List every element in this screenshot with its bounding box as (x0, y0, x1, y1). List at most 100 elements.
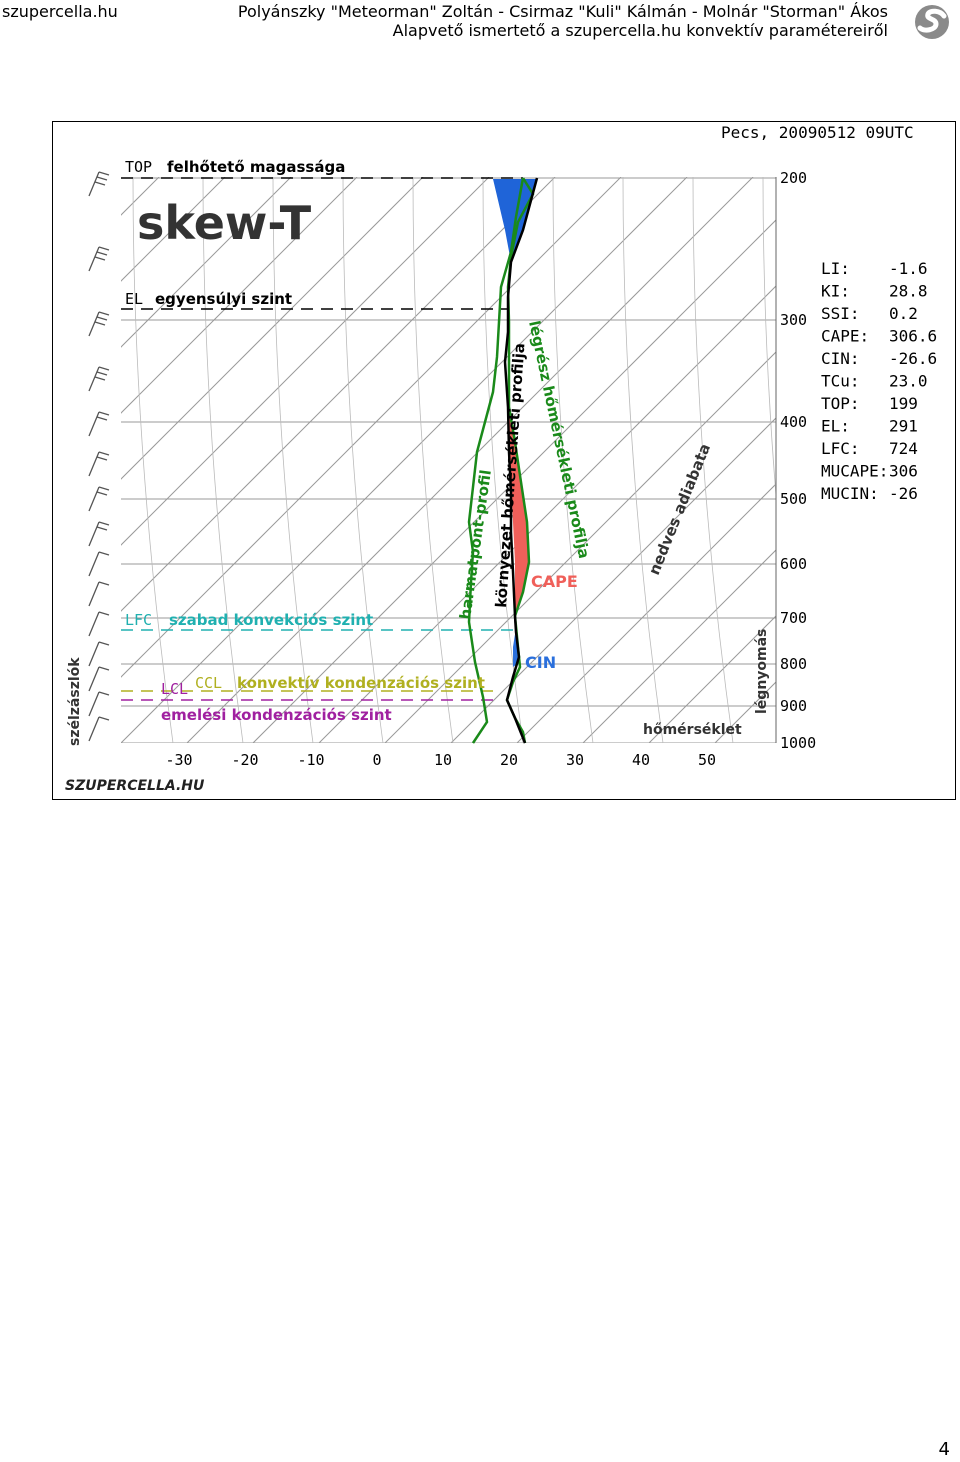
pressure-tick-label: 200 (780, 169, 807, 187)
pressure-tick-label: 400 (780, 413, 807, 431)
adiabat-line (272, 177, 314, 743)
temperature-tick-label: 10 (434, 751, 452, 769)
index-value: 28.8 (889, 282, 928, 301)
wind-barb (88, 486, 110, 512)
lcl-label: emelési kondenzációs szint (161, 706, 392, 724)
wind-barb (88, 411, 110, 437)
temperature-axis-label: hőmérséklet (643, 722, 742, 738)
isotherm-line (121, 177, 490, 546)
index-name: SSI: (821, 304, 860, 323)
index-value: 306.6 (889, 327, 937, 346)
pressure-tick-label: 600 (780, 555, 807, 573)
pressure-tick-label: 300 (780, 311, 807, 329)
wind-barb (88, 641, 110, 667)
adiabat-line (692, 177, 734, 743)
temperature-tick-labels: -30 -20 -10 0 10 20 30 40 50 (165, 751, 716, 769)
adiabat-line (482, 177, 524, 743)
temperature-tick-label: 50 (698, 751, 716, 769)
isotherm-line (121, 177, 688, 743)
cape-label: CAPE (531, 572, 578, 591)
temperature-tick-label: -20 (231, 751, 258, 769)
isotherm-line (318, 285, 776, 743)
wind-barb (88, 246, 110, 272)
isotherm-line (121, 177, 556, 612)
skewt-figure: TOP felhőtető magassága skew-T EL egyens… (52, 121, 956, 800)
moist-adiabat-label: nedves adiabata (645, 441, 714, 578)
index-value: 23.0 (889, 372, 928, 391)
temperature-tick-label: -30 (165, 751, 192, 769)
isotherm-line (121, 177, 622, 678)
adiabat-line (412, 177, 454, 743)
isotherm-line (121, 177, 424, 480)
pressure-tick-label: 700 (780, 609, 807, 627)
wind-barb (88, 311, 110, 337)
ccl-label: konvektív kondenzációs szint (237, 674, 485, 692)
pressure-tick-label: 800 (780, 655, 807, 673)
document-subtitle: Alapvető ismertető a szupercella.hu konv… (392, 21, 888, 40)
lcl-abbr: LCL (161, 680, 188, 698)
parcel-label: légrész hőmérsékleti profilja (525, 319, 593, 560)
station-title: Pecs, 20090512 09UTC (721, 123, 914, 142)
authors-line: Polyánszky "Meteorman" Zoltán - Csirmaz … (237, 2, 888, 21)
index-name: CIN: (821, 349, 860, 368)
adiabat-line (342, 177, 384, 743)
wind-barb (88, 171, 110, 197)
index-value: -26 (889, 484, 918, 503)
el-label: egyensúlyi szint (155, 290, 292, 308)
isotherm-line (648, 615, 776, 743)
adiabat-line (622, 177, 664, 743)
isotherm-line (582, 549, 776, 743)
diagram-grid (121, 177, 776, 743)
temperature-tick-label: 30 (566, 751, 584, 769)
wind-barb (88, 451, 110, 477)
temperature-tick-label: -10 (297, 751, 324, 769)
cape-area (508, 407, 529, 616)
isotherm-line (516, 483, 776, 743)
dewpoint-profile-line (467, 177, 525, 744)
isotherm-line (252, 219, 776, 743)
dewpoint-label: harmatpont-profil (456, 469, 495, 621)
environment-profile-line (503, 177, 539, 744)
index-name: MUCIN: (821, 484, 879, 503)
wind-barb (88, 581, 110, 607)
wind-barb (88, 691, 110, 717)
temperature-tick-label: 40 (632, 751, 650, 769)
ccl-abbr: CCL (195, 674, 222, 692)
index-name: TOP: (821, 394, 860, 413)
index-name: MUCAPE: (821, 462, 888, 481)
index-name: CAPE: (821, 327, 869, 346)
pressure-tick-labels: 200 300 400 500 600 700 800 900 1000 (780, 169, 816, 752)
index-value: -26.6 (889, 349, 937, 368)
stability-indices: LI: -1.6 KI: 28.8 SSI: 0.2 CAPE: 306.6 CIN: -26.6… (821, 259, 937, 503)
wind-barb (88, 366, 110, 392)
wind-barb (88, 611, 110, 637)
isotherm-line (186, 177, 754, 743)
adiabat-line (202, 177, 244, 743)
temperature-tick-label: 20 (500, 751, 518, 769)
isotherm-line (384, 351, 776, 743)
isotherm-line (121, 177, 358, 414)
isotherm-line (450, 417, 776, 743)
top-label: felhőtető magassága (167, 158, 345, 176)
swirl-logo-icon (915, 5, 949, 39)
index-value: 724 (889, 439, 918, 458)
adiabat-line (762, 177, 776, 501)
lfc-abbr: LFC (125, 611, 152, 629)
wind-barbs (88, 171, 110, 742)
el-abbr: EL (125, 290, 143, 308)
temperature-tick-label: 0 (372, 751, 381, 769)
index-value: 306 (889, 462, 918, 481)
index-name: EL: (821, 417, 850, 436)
wind-barb (88, 666, 110, 692)
page-number: 4 (938, 1439, 950, 1460)
index-name: LI: (821, 259, 850, 278)
index-value: -1.6 (889, 259, 928, 278)
cin-label: CIN (525, 653, 556, 672)
index-value: 0.2 (889, 304, 918, 323)
index-value: 291 (889, 417, 918, 436)
wind-barbs-label: szélzászlók (67, 657, 83, 746)
adiabat-line (552, 177, 594, 743)
isotherm-line (121, 177, 226, 282)
index-name: LFC: (821, 439, 860, 458)
index-value: 199 (889, 394, 918, 413)
